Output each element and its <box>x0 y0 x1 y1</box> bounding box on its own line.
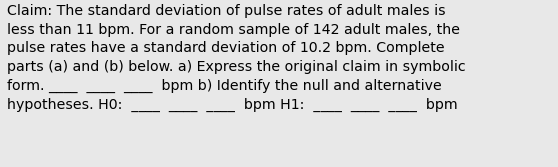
Text: Claim: The standard deviation of pulse rates of adult males is
less than 11 bpm.: Claim: The standard deviation of pulse r… <box>7 4 465 112</box>
